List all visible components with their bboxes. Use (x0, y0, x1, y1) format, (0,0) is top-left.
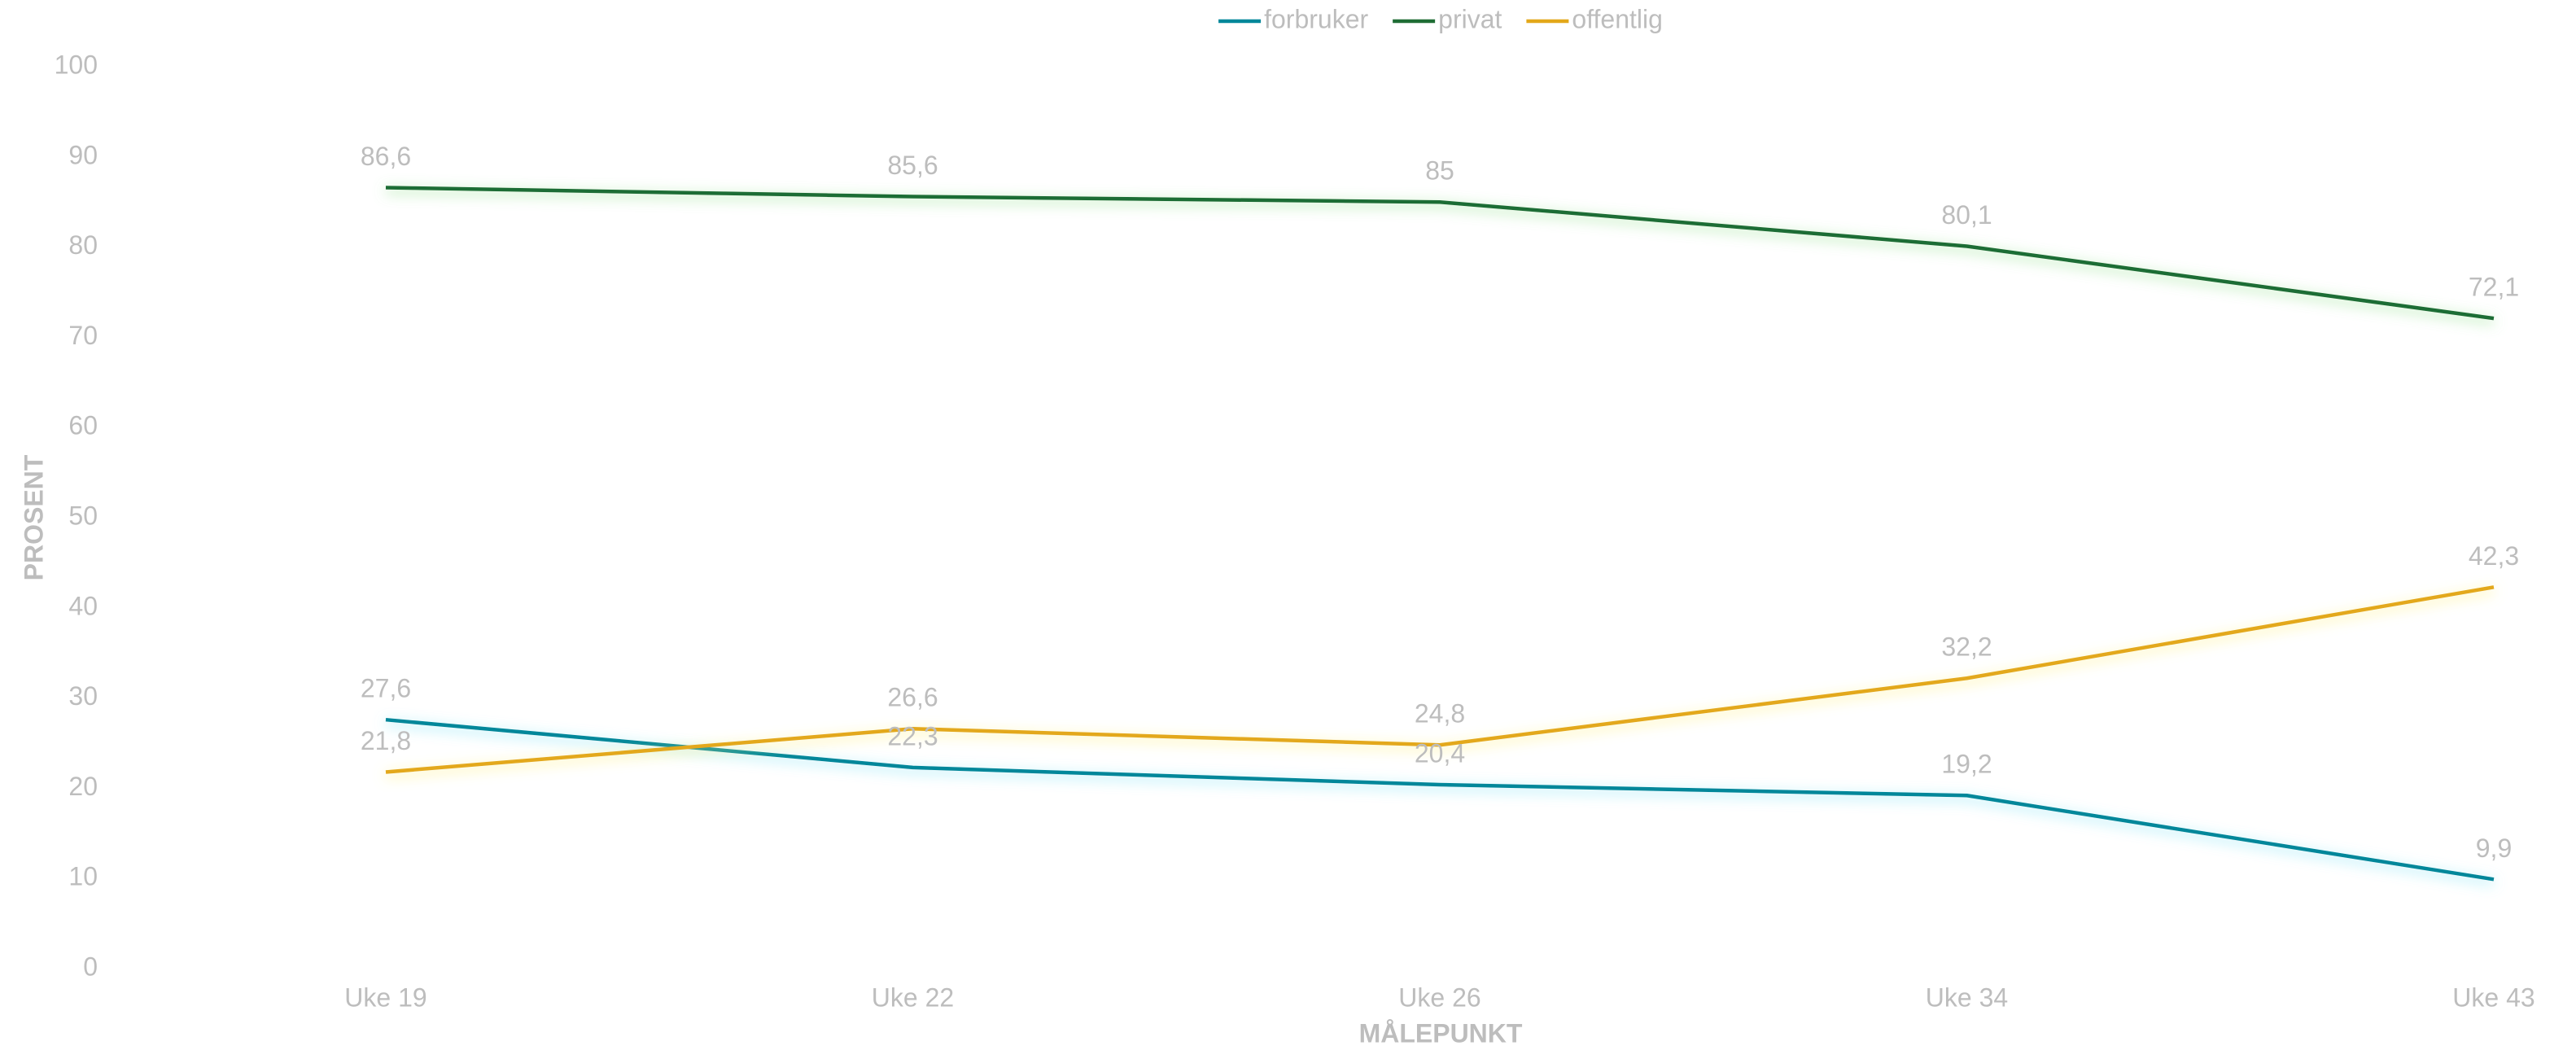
x-tick-label: Uke 26 (1398, 982, 1480, 1012)
y-tick-label: 50 (68, 501, 98, 530)
legend: forbruker privat offentlig (1218, 4, 1663, 33)
x-tick-label: Uke 22 (872, 982, 954, 1012)
y-tick-label: 0 (83, 952, 98, 981)
data-label: 42,3 (2469, 541, 2519, 571)
data-label: 20,4 (1415, 738, 1465, 768)
legend-label: forbruker (1264, 4, 1368, 33)
y-tick-label: 10 (68, 862, 98, 891)
data-label: 9,9 (2476, 834, 2512, 863)
y-tick-label: 40 (68, 591, 98, 620)
data-label: 22,3 (887, 721, 938, 750)
data-label: 85,6 (887, 151, 938, 180)
x-tick-label: Uke 19 (344, 982, 426, 1012)
data-label: 32,2 (1941, 632, 1992, 662)
data-label: 21,8 (361, 726, 411, 755)
data-label: 72,1 (2469, 273, 2519, 302)
x-axis-title: MÅLEPUNKT (1359, 1018, 1523, 1048)
x-tick-label: Uke 43 (2452, 982, 2534, 1012)
series-line (385, 585, 2495, 774)
y-axis-title: PROSENT (19, 454, 48, 580)
y-tick-label: 20 (68, 772, 98, 801)
data-label: 19,2 (1941, 750, 1992, 779)
legend-label: offentlig (1572, 4, 1663, 33)
y-tick-label: 70 (68, 321, 98, 350)
y-tick-label: 100 (55, 50, 98, 79)
data-label: 85 (1425, 156, 1454, 186)
y-tick-label: 80 (68, 230, 98, 260)
y-tick-label: 90 (68, 140, 98, 169)
series-line (385, 717, 2495, 882)
data-label: 24,8 (1415, 699, 1465, 729)
legend-label: privat (1438, 4, 1502, 33)
data-label: 80,1 (1941, 200, 1992, 230)
y-tick-label: 30 (68, 681, 98, 711)
y-tick-label: 60 (68, 411, 98, 440)
series-line (385, 186, 2495, 321)
x-tick-label: Uke 34 (1926, 982, 2008, 1012)
data-label: 86,6 (361, 142, 411, 171)
data-label: 27,6 (361, 674, 411, 703)
data-label: 26,6 (887, 683, 938, 712)
